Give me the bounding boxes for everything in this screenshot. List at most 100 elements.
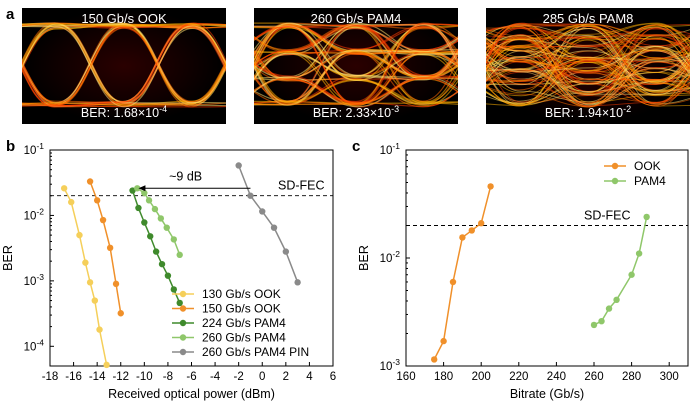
- eye-trace: [254, 37, 458, 106]
- data-point: [487, 183, 494, 190]
- eye-trace: [254, 24, 458, 79]
- eye-trace: [254, 23, 458, 106]
- eye-trace: [22, 25, 226, 106]
- eye-trace: [486, 27, 690, 105]
- eye-trace: [254, 66, 458, 108]
- legend-label: OOK: [634, 159, 661, 173]
- x-tick-label: 180: [434, 371, 453, 383]
- eye-trace: [254, 25, 458, 80]
- eye-trace: [486, 35, 690, 84]
- sd-fec-label: SD-FEC: [278, 179, 325, 193]
- eye-trace: [486, 50, 690, 77]
- data-point: [259, 208, 266, 215]
- eye-ber: BER: 2.33×10-3: [312, 103, 400, 120]
- eye-title: 150 Gb/s OOK: [81, 11, 167, 26]
- eye-trace: [22, 24, 226, 105]
- eye-trace: [486, 34, 690, 72]
- eye-trace: [22, 23, 226, 65]
- y-tick-label: 10-4: [24, 337, 45, 353]
- eye-title: 260 Gb/s PAM4: [310, 11, 402, 26]
- eye-trace: [254, 24, 458, 89]
- data-point: [96, 326, 103, 333]
- legend-label: 150 Gb/s OOK: [202, 302, 281, 316]
- eye-trace: [486, 52, 690, 91]
- eye-trace: [486, 68, 690, 95]
- legend-marker: [611, 162, 619, 170]
- eye-trace: [22, 23, 226, 104]
- data-point: [459, 234, 466, 241]
- panel-label-a: a: [6, 6, 15, 23]
- eye-trace: [254, 26, 458, 51]
- eye-trace: [486, 34, 690, 93]
- y-tick-label: 10-3: [24, 272, 45, 288]
- data-point: [106, 244, 114, 252]
- eye-trace: [254, 100, 458, 105]
- eye-trace: [22, 22, 226, 68]
- data-point: [282, 248, 290, 255]
- eye-trace: [254, 48, 458, 106]
- x-tick-label: -6: [186, 371, 196, 383]
- eye-trace: [254, 24, 458, 80]
- eye-trace: [486, 45, 690, 103]
- x-tick-label: -2: [234, 371, 244, 383]
- data-point: [141, 219, 148, 226]
- data-point: [145, 197, 153, 204]
- data-point: [147, 233, 154, 240]
- data-point: [93, 197, 101, 204]
- eye-trace: [254, 26, 458, 108]
- legend-label: 260 Gb/s PAM4 PIN: [202, 345, 309, 359]
- eye-trace: [22, 22, 226, 104]
- x-tick-label: 200: [472, 371, 491, 383]
- eye-trace: [486, 37, 690, 96]
- eye-trace: [22, 24, 226, 106]
- eye-trace: [254, 52, 458, 103]
- data-point: [60, 185, 68, 192]
- eye-trace: [254, 60, 458, 103]
- eye-trace: [254, 50, 458, 107]
- series-line: [433, 186, 492, 360]
- x-tick-label: 6: [330, 371, 336, 383]
- data-point: [103, 361, 110, 369]
- eye-trace: [254, 77, 458, 105]
- y-tick-label: 10-2: [24, 206, 45, 222]
- x-tick-label: 240: [547, 371, 566, 383]
- arrow-head: [138, 185, 146, 192]
- data-point: [170, 236, 178, 243]
- eye-trace: [486, 56, 690, 74]
- eye-trace: [486, 56, 690, 105]
- eye-trace: [22, 26, 226, 108]
- legend-marker: [179, 290, 187, 298]
- y-tick-label: 10-2: [380, 249, 401, 265]
- panel-label-b: b: [6, 138, 16, 155]
- legend-marker: [179, 334, 187, 341]
- eye-trace: [254, 50, 458, 107]
- data-point: [151, 205, 159, 213]
- eye-trace: [486, 37, 690, 88]
- eye-trace: [486, 50, 690, 106]
- eye-trace: [486, 41, 690, 84]
- series-line: [593, 216, 648, 326]
- data-point: [431, 356, 438, 363]
- eye-trace: [254, 35, 458, 105]
- eye-trace: [254, 26, 458, 104]
- eye-trace: [254, 50, 458, 104]
- eye-trace: [22, 27, 226, 106]
- series-line: [63, 187, 108, 366]
- data-point: [86, 178, 94, 185]
- legend-marker: [611, 177, 619, 185]
- ber-vs-power-chart: -18 -16 -14 -12 -10 -8 -6 -4 -2 0 2 4 6 10-1 10-2 10-3 1…: [1, 141, 336, 401]
- eye-trace: [22, 23, 226, 106]
- data-point: [141, 189, 148, 197]
- data-point: [164, 272, 172, 279]
- eye-trace: [254, 40, 458, 103]
- eye-trace: [486, 36, 690, 72]
- eye-pattern: [254, 22, 458, 108]
- eye-trace: [22, 23, 226, 106]
- y-tick-label: 10-1: [380, 141, 401, 157]
- eye-trace: [254, 25, 458, 69]
- eye-trace: [254, 75, 458, 105]
- y-axis-label: BER: [1, 245, 15, 271]
- eye-trace: [486, 23, 690, 51]
- eye-trace: [486, 22, 690, 63]
- eye-trace: [254, 50, 458, 79]
